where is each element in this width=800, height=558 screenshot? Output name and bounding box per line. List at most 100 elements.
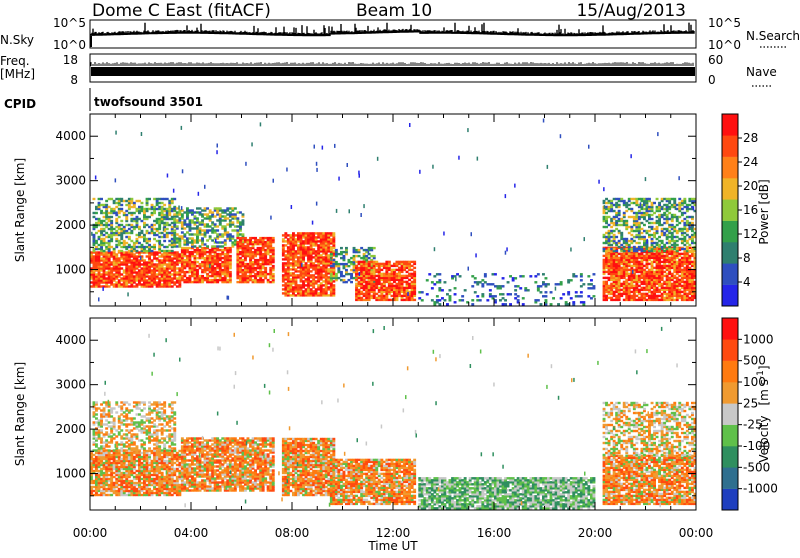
echo-cell <box>431 281 434 283</box>
echo-cell <box>411 273 414 275</box>
echo-cell <box>641 222 644 224</box>
echo-cell <box>623 281 626 283</box>
echo-cell <box>378 287 381 289</box>
echo-cell <box>678 176 680 180</box>
echo-cell <box>603 200 606 202</box>
echo-cell <box>105 222 108 224</box>
echo-cell <box>140 256 142 260</box>
echo-cell <box>163 204 166 206</box>
echo-cell <box>570 248 572 252</box>
echo-cell <box>284 240 287 242</box>
echo-cell <box>651 226 654 228</box>
echo-cell <box>214 215 217 217</box>
echo-cell <box>95 474 98 476</box>
echo-cell <box>618 218 621 220</box>
echo-cell <box>171 273 174 275</box>
echo-cell <box>110 216 113 218</box>
echo-cell <box>438 299 441 301</box>
echo-cell <box>221 233 224 235</box>
echo-cell <box>638 222 641 224</box>
echo-cell <box>343 263 346 265</box>
echo-cell <box>158 236 161 238</box>
echo-cell <box>688 198 691 200</box>
echo-cell <box>191 281 194 283</box>
echo-cell <box>648 206 651 208</box>
echo-cell <box>161 244 164 246</box>
echo-cell <box>136 234 139 236</box>
echo-cell <box>236 225 239 227</box>
echo-cell <box>183 279 186 281</box>
echo-cell <box>181 206 183 210</box>
echo-cell <box>638 297 641 299</box>
echo-cell <box>396 269 399 271</box>
echo-cell <box>653 242 656 244</box>
echo-cell <box>312 290 315 292</box>
echo-cell <box>93 486 96 488</box>
echo-cell <box>678 253 681 255</box>
echo-cell <box>681 228 684 230</box>
echo-cell <box>431 299 434 301</box>
echo-cell <box>201 229 204 231</box>
echo-cell <box>347 163 349 167</box>
echo-cell <box>555 287 557 291</box>
echo-cell <box>668 246 671 248</box>
echo-cell <box>130 212 133 214</box>
echo-cell <box>158 198 161 200</box>
echo-cell <box>91 232 93 236</box>
echo-cell <box>221 225 224 227</box>
echo-cell <box>302 290 305 292</box>
echo-cell <box>630 248 633 250</box>
echo-cell <box>638 285 641 287</box>
echo-cell <box>360 247 363 249</box>
echo-cell <box>269 267 272 269</box>
echo-cell <box>196 269 199 271</box>
echo-cell <box>630 154 632 158</box>
echo-cell <box>199 245 202 247</box>
echo-cell <box>100 210 103 212</box>
echo-cell <box>605 250 608 252</box>
echo-cell <box>340 271 343 273</box>
echo-cell <box>183 227 186 229</box>
echo-cell <box>273 179 275 183</box>
y-tick-label: 4000 <box>55 129 86 143</box>
echo-cell <box>471 232 473 236</box>
freq-tick-bottom: 8 <box>70 73 78 87</box>
echo-cell <box>550 291 553 293</box>
y-tick-label: 1000 <box>55 263 86 277</box>
echo-cell <box>603 255 606 257</box>
colorbar-tick-label: 8 <box>743 251 751 265</box>
echo-cell <box>648 226 651 228</box>
echo-cell <box>206 255 209 257</box>
echo-cell <box>413 271 416 273</box>
echo-cell <box>444 281 447 283</box>
echo-cell <box>340 247 343 249</box>
echo-cell <box>209 215 212 217</box>
echo-cell <box>151 246 154 248</box>
echo-cell <box>332 280 335 282</box>
echo-cell <box>310 274 313 276</box>
echo-cell <box>189 237 192 239</box>
echo-cell <box>305 262 308 264</box>
echo-cell <box>572 301 575 303</box>
echo-cell <box>656 206 659 208</box>
echo-cell <box>312 274 315 276</box>
echo-cell <box>584 237 586 241</box>
echo-cell <box>625 279 628 281</box>
echo-cell <box>173 219 176 221</box>
echo-cell <box>252 237 255 239</box>
echo-cell <box>156 198 159 200</box>
nsearch-tick-bottom: 10^0 <box>708 38 741 52</box>
echo-cell <box>534 299 537 301</box>
echo-cell <box>686 228 689 230</box>
echo-cell <box>128 224 131 226</box>
echo-cell <box>454 293 457 295</box>
echo-cell <box>186 231 189 233</box>
echo-cell <box>517 299 520 301</box>
echo-cell <box>206 207 209 209</box>
echo-cell <box>219 207 222 209</box>
echo-cell <box>565 301 568 303</box>
echo-cell <box>375 293 378 295</box>
echo-cell <box>330 253 333 255</box>
echo-cell <box>305 232 308 234</box>
echo-cell <box>239 233 242 235</box>
